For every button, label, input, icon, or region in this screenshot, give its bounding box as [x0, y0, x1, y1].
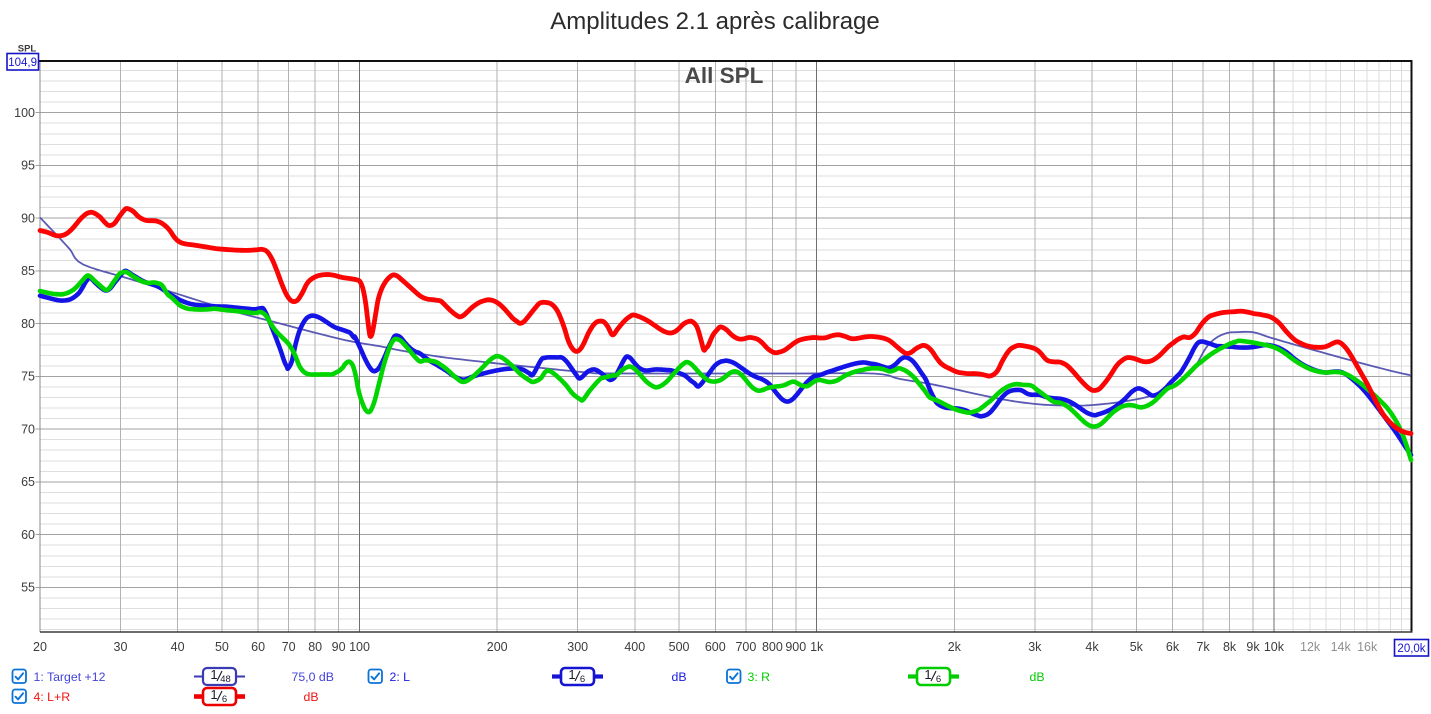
svg-text:70: 70: [21, 422, 35, 436]
svg-text:4k: 4k: [1085, 640, 1099, 654]
svg-text:16k: 16k: [1357, 640, 1378, 654]
svg-text:14k: 14k: [1331, 640, 1352, 654]
svg-text:1: 1: [210, 687, 217, 702]
svg-text:6: 6: [222, 694, 227, 705]
svg-text:75: 75: [21, 370, 35, 384]
svg-text:40: 40: [171, 640, 185, 654]
svg-text:70: 70: [282, 640, 296, 654]
svg-text:2k: 2k: [948, 640, 962, 654]
svg-text:1: 1: [924, 667, 931, 682]
svg-text:100: 100: [349, 640, 370, 654]
svg-text:90: 90: [332, 640, 346, 654]
svg-text:6k: 6k: [1166, 640, 1180, 654]
svg-text:300: 300: [567, 640, 588, 654]
svg-text:4: L+R: 4: L+R: [34, 690, 71, 704]
svg-text:SPL: SPL: [18, 44, 37, 55]
svg-text:1: Target +12: 1: Target +12: [34, 670, 106, 684]
svg-text:dB: dB: [304, 690, 319, 704]
svg-text:20,0k: 20,0k: [1397, 643, 1425, 655]
svg-text:12k: 12k: [1300, 640, 1321, 654]
svg-text:48: 48: [220, 674, 231, 685]
svg-text:800: 800: [762, 640, 783, 654]
svg-text:80: 80: [21, 317, 35, 331]
svg-text:1k: 1k: [810, 640, 824, 654]
svg-text:95: 95: [21, 159, 35, 173]
svg-text:dB: dB: [672, 670, 687, 684]
svg-text:6: 6: [936, 674, 941, 685]
svg-text:400: 400: [624, 640, 645, 654]
svg-text:dB: dB: [1030, 670, 1045, 684]
svg-text:65: 65: [21, 475, 35, 489]
svg-text:3k: 3k: [1028, 640, 1042, 654]
svg-text:9k: 9k: [1246, 640, 1260, 654]
svg-text:500: 500: [669, 640, 690, 654]
svg-text:1: 1: [210, 667, 217, 682]
svg-text:80: 80: [308, 640, 322, 654]
svg-text:600: 600: [705, 640, 726, 654]
svg-text:75,0 dB: 75,0 dB: [292, 670, 334, 684]
svg-text:60: 60: [21, 528, 35, 542]
svg-text:30: 30: [114, 640, 128, 654]
svg-text:All SPL: All SPL: [685, 63, 764, 88]
svg-text:85: 85: [21, 264, 35, 278]
svg-text:6: 6: [580, 674, 585, 685]
svg-text:1: 1: [568, 667, 575, 682]
svg-text:3: R: 3: R: [748, 670, 771, 684]
svg-text:100: 100: [14, 106, 35, 120]
svg-text:2: L: 2: L: [390, 670, 411, 684]
svg-text:20: 20: [33, 640, 47, 654]
svg-text:60: 60: [251, 640, 265, 654]
svg-text:55: 55: [21, 581, 35, 595]
svg-text:90: 90: [21, 211, 35, 225]
svg-text:8k: 8k: [1223, 640, 1237, 654]
svg-text:200: 200: [487, 640, 508, 654]
svg-text:50: 50: [215, 640, 229, 654]
svg-text:5k: 5k: [1130, 640, 1144, 654]
svg-text:700: 700: [735, 640, 756, 654]
svg-text:104,9: 104,9: [8, 57, 37, 69]
svg-text:10k: 10k: [1264, 640, 1285, 654]
svg-text:7k: 7k: [1196, 640, 1210, 654]
svg-text:900: 900: [785, 640, 806, 654]
svg-text:Amplitudes 2.1 après calibrage: Amplitudes 2.1 après calibrage: [550, 8, 880, 35]
